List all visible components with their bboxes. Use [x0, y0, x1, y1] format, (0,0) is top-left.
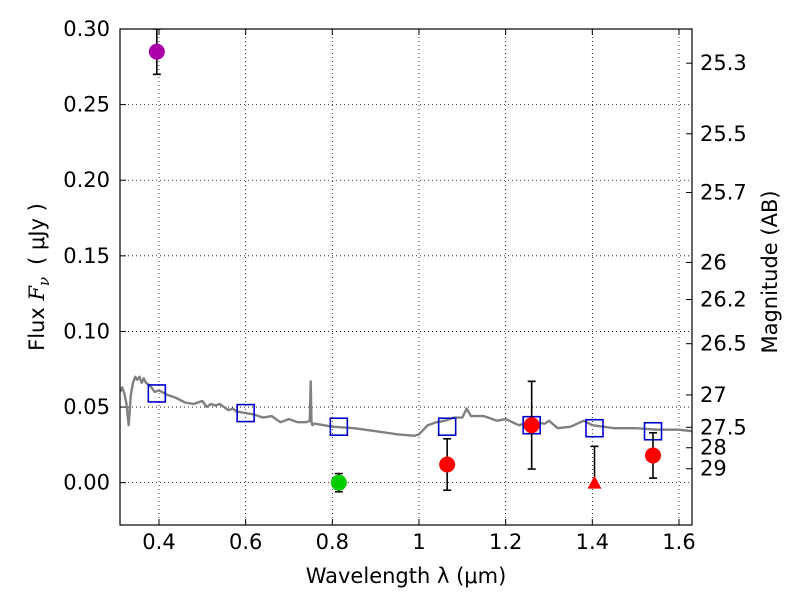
y-tick-label: 0.15: [63, 244, 110, 268]
y-axis-title-subscript: ν: [35, 277, 53, 286]
y2-tick-label: 25.5: [700, 122, 747, 146]
x-axis-title: Wavelength λ (μm): [306, 564, 507, 588]
y2-tick-label: 29: [700, 457, 727, 481]
y2-tick-label: 27: [700, 383, 727, 407]
observed-point: [645, 447, 661, 464]
observed-point: [523, 417, 540, 434]
y2-tick-label: 27.5: [700, 415, 747, 439]
y-tick-label: 0.00: [63, 471, 110, 495]
y-tick-label: 0.20: [63, 168, 110, 192]
plot-area: [120, 29, 692, 493]
model-photometry-square: [236, 403, 255, 423]
x-tick-label: 0.6: [229, 530, 262, 554]
model-photometry-square: [585, 418, 604, 438]
upper-limit-marker: [587, 475, 602, 489]
y2-tick-label: 25.7: [700, 180, 747, 204]
y2-tick-label: 26: [700, 250, 727, 274]
y2-tick-label: 26.2: [700, 288, 747, 312]
observed-point: [148, 43, 165, 60]
plot-frame: [119, 28, 693, 526]
observed-point: [330, 474, 347, 491]
y-tick-label: 0.10: [63, 319, 110, 343]
y2-tick-label: 28: [700, 436, 727, 460]
y-axis-title-prefix: Flux: [25, 301, 49, 351]
y-tick-label: 0.25: [63, 93, 110, 117]
y2-tick-label: 26.5: [700, 332, 747, 356]
y-tick-label: 0.30: [63, 17, 110, 41]
model-photometry-square: [329, 417, 349, 437]
y-tick-label: 0.05: [63, 395, 110, 419]
observed-point: [439, 456, 456, 473]
data-marks: [120, 29, 692, 493]
x-tick-label: 1.2: [489, 530, 522, 554]
model-photometry-square: [147, 384, 167, 403]
y-axis-title-unit: ( μJy ): [25, 203, 49, 265]
axis-ticks: 0.4 0.6 0.8 1 1.2 1.4 1.6 0.00 0.05 0.10 0.15 0.20 0…: [63, 17, 747, 554]
x-tick-label: 1.4: [576, 530, 609, 554]
y-axis-title-symbol: F: [25, 285, 49, 302]
x-tick-label: 1: [412, 530, 425, 554]
y2-axis-title: Magnitude (AB): [758, 190, 782, 353]
model-spectrum-line: [120, 375, 692, 437]
y2-tick-label: 25.3: [700, 51, 747, 75]
x-tick-label: 0.8: [316, 530, 349, 554]
model-photometry-square: [437, 417, 457, 437]
x-tick-label: 1.6: [662, 530, 695, 554]
x-tick-label: 0.4: [142, 530, 175, 554]
y-axis-title: Flux Fν ( μJy ): [25, 203, 53, 351]
